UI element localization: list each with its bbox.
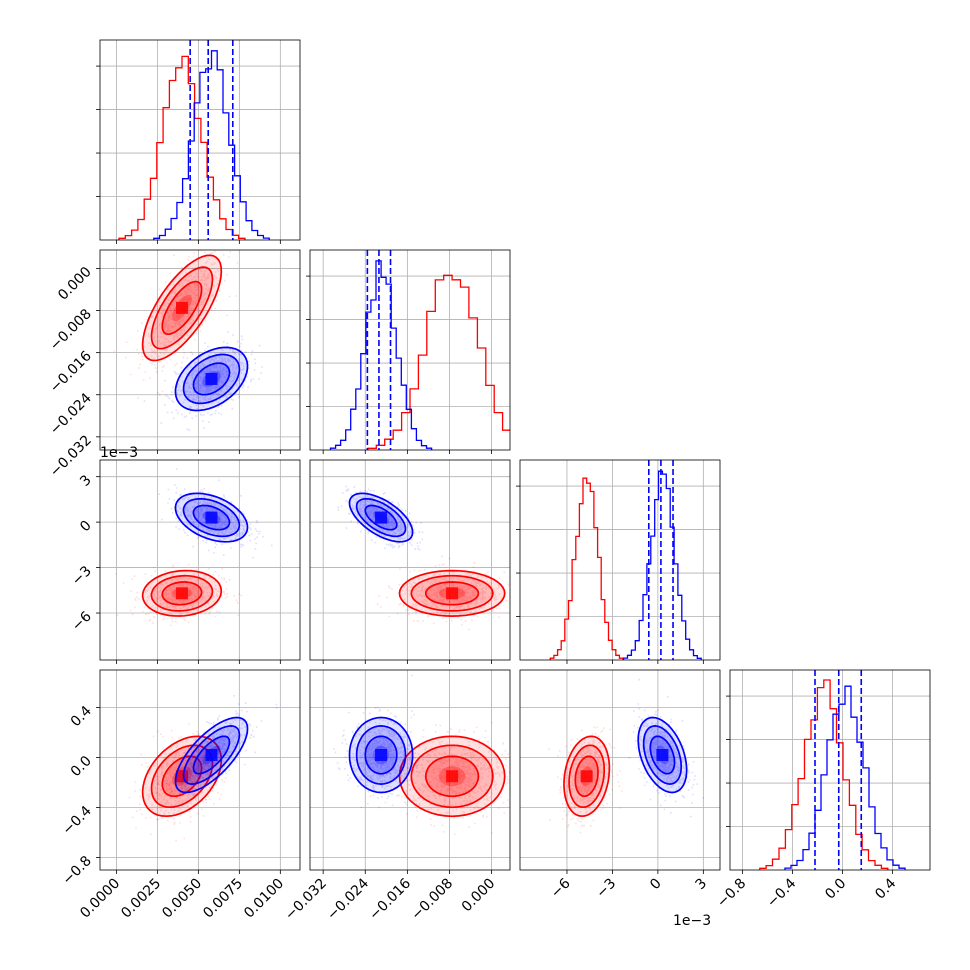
density-peak [205, 511, 218, 524]
contour-line [574, 755, 599, 798]
density-peak [446, 770, 459, 783]
scatter-points [143, 331, 263, 431]
offset-label-y: 1e−3 [100, 445, 138, 461]
density-peak [656, 749, 669, 761]
panel-border [519, 459, 721, 661]
histogram-red [549, 477, 624, 660]
contour-line [192, 504, 231, 531]
panel-0-0 [100, 40, 300, 240]
contour-line [563, 735, 611, 818]
density-peak [375, 511, 388, 524]
density-peak [375, 749, 388, 761]
panel-border [99, 39, 301, 241]
gridlines [100, 670, 300, 870]
contour-line [174, 716, 249, 794]
series-red-2d [128, 723, 233, 842]
scatter-points [628, 678, 705, 818]
contour-line [410, 744, 494, 809]
histogram-blue [153, 50, 270, 240]
series-blue-2d [158, 468, 273, 559]
panel-border [99, 459, 301, 661]
contour-line [364, 504, 398, 531]
series-blue-2d [143, 331, 263, 431]
contour-line [355, 497, 407, 538]
density-peak [580, 770, 593, 783]
panel-3-2 [520, 670, 720, 870]
panel-border [309, 249, 511, 451]
contour-line [182, 353, 241, 405]
contour-line [348, 492, 414, 543]
panel-border [99, 669, 301, 871]
gridlines [520, 460, 720, 660]
scatter-points [369, 712, 510, 835]
contour-line [192, 735, 231, 775]
panel-border [99, 249, 301, 451]
panel-2-2 [520, 460, 720, 660]
contour-line [182, 725, 241, 785]
contour-line [150, 266, 214, 350]
contour-line [398, 569, 506, 617]
histogram-red [367, 274, 510, 450]
contour-line [424, 581, 480, 606]
series-red-2d [113, 250, 239, 399]
contour-line [161, 280, 203, 336]
contour-line [410, 574, 494, 612]
contour-line [642, 725, 683, 785]
contour-line [398, 735, 506, 818]
histogram-blue [784, 685, 906, 870]
contour-line [141, 569, 223, 617]
series-red-2d [369, 712, 510, 835]
series-blue-2d [333, 674, 426, 809]
contour-line [174, 346, 249, 412]
series-red-2d [548, 726, 623, 834]
contour-line [637, 716, 688, 794]
density-peak [446, 587, 459, 600]
contour-line [174, 492, 249, 543]
gridlines [520, 670, 720, 870]
contour-line [182, 497, 241, 538]
contour-line [161, 581, 203, 606]
scatter-points [376, 555, 510, 631]
panel-2-1 [310, 460, 510, 660]
panel-border [519, 669, 721, 871]
contour-line [355, 725, 407, 785]
contour-line [141, 735, 223, 818]
density-peak [175, 587, 188, 600]
contour-line [161, 755, 203, 798]
contour-line [649, 735, 676, 775]
scatter-points [333, 674, 426, 809]
panel-border [309, 669, 511, 871]
panel-border [309, 459, 511, 661]
contour-line [568, 744, 606, 809]
contour-line [141, 254, 223, 362]
histogram-red [759, 679, 889, 870]
series-blue-2d [628, 678, 705, 818]
panel-1-1 [310, 250, 510, 450]
series-red-2d [376, 555, 510, 631]
histogram-red [118, 55, 246, 240]
series-blue-2d [156, 695, 278, 811]
gridlines [100, 40, 300, 240]
scatter-points [337, 485, 451, 560]
panel-border [729, 669, 931, 871]
density-peak [175, 301, 188, 314]
panel-2-0 [100, 460, 300, 660]
contour-line [424, 755, 480, 798]
series-blue-2d [337, 485, 451, 560]
histogram-blue [329, 260, 433, 450]
density-peak [205, 749, 218, 761]
scatter-points [548, 726, 623, 834]
offset-label-x: 1e−3 [673, 913, 711, 929]
panel-3-0 [100, 670, 300, 870]
histogram-blue [622, 470, 702, 660]
contour-line [150, 574, 214, 612]
contour-line [192, 362, 231, 396]
gridlines [310, 670, 510, 870]
series-red-2d [115, 563, 242, 627]
density-peak [205, 372, 218, 385]
contour-line [348, 716, 414, 794]
contour-line [364, 735, 398, 775]
